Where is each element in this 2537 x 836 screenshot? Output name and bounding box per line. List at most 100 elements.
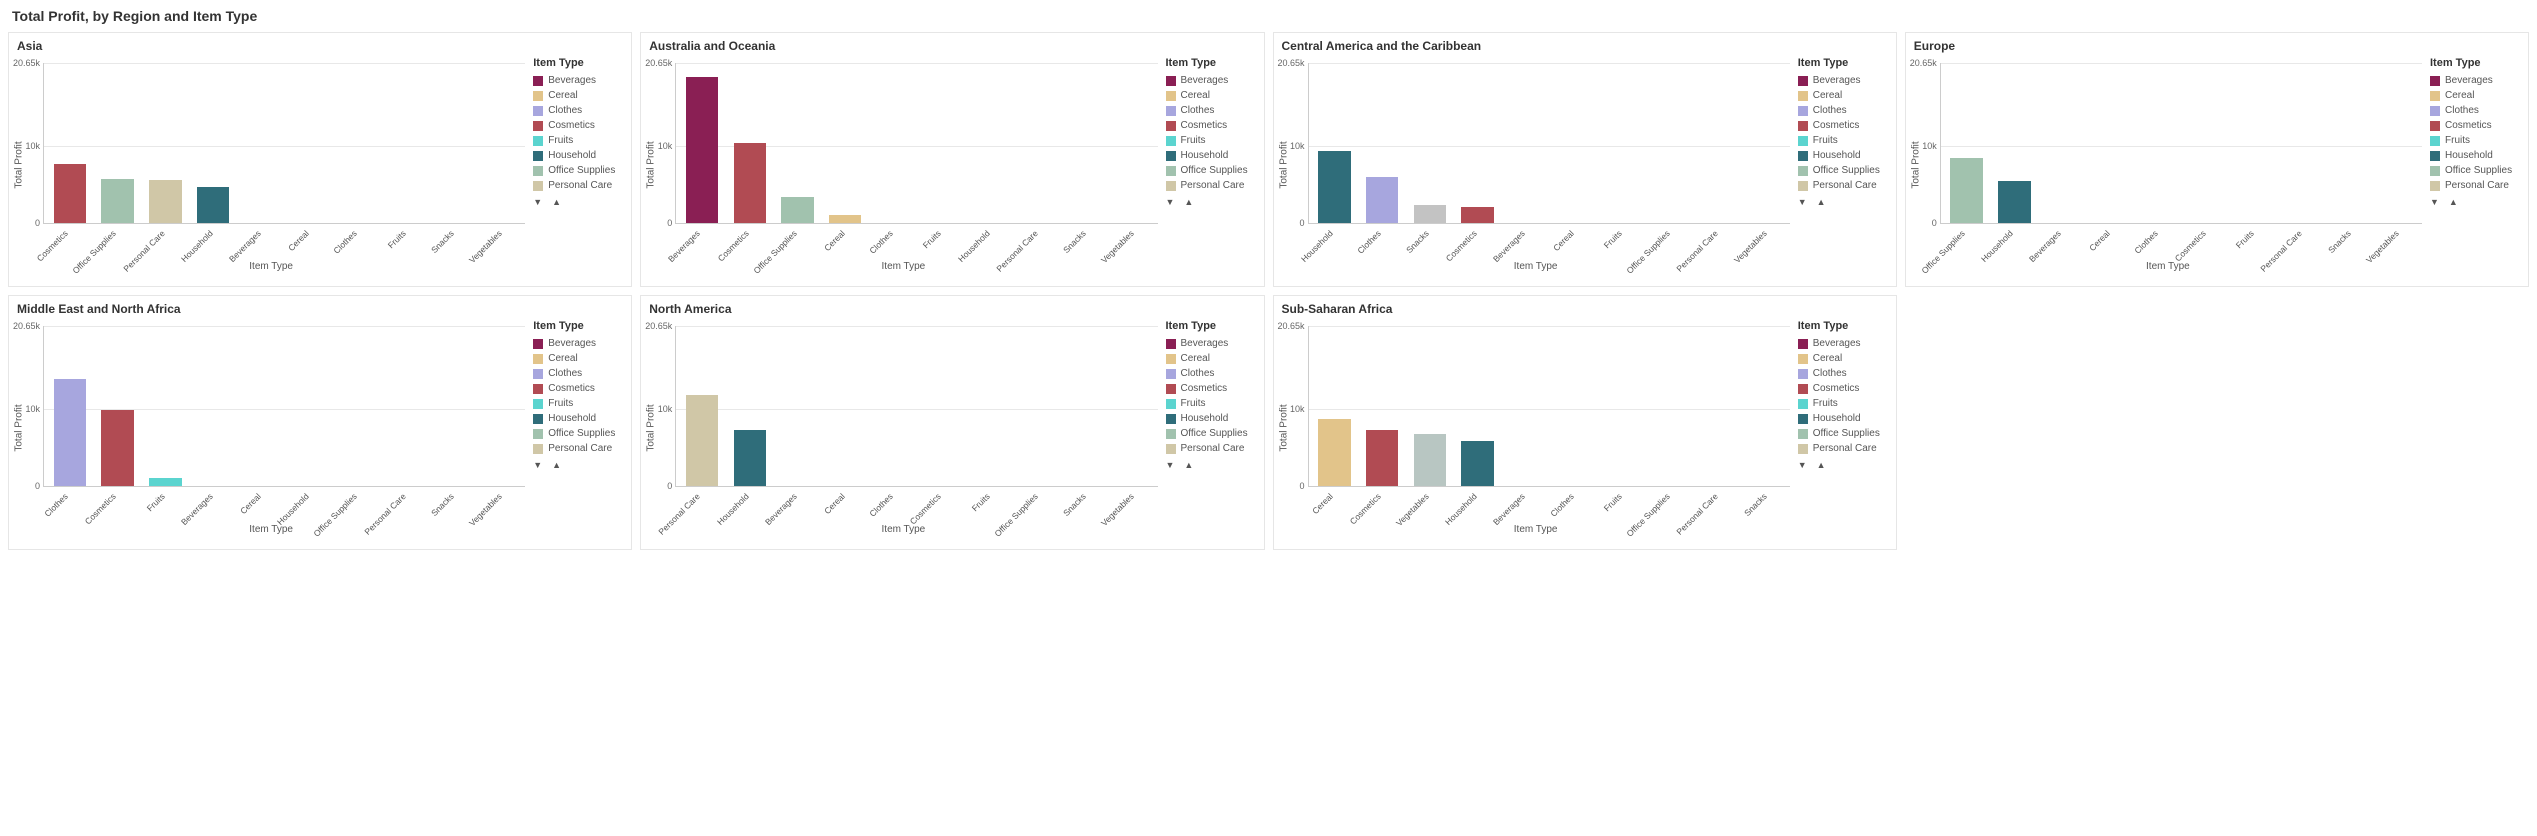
legend-item[interactable]: Cereal (2430, 90, 2520, 101)
legend-item[interactable]: Fruits (533, 135, 623, 146)
legend-item[interactable]: Cereal (1798, 353, 1888, 364)
bar-slot (2134, 63, 2182, 223)
bar-slot (917, 63, 965, 223)
x-axis-title: Item Type (2146, 261, 2190, 272)
legend-item[interactable]: Clothes (533, 105, 623, 116)
legend-swatch (2430, 151, 2440, 161)
legend-item[interactable]: Clothes (2430, 105, 2520, 116)
x-axis-title: Item Type (249, 524, 293, 535)
legend-item[interactable]: Office Supplies (533, 428, 623, 439)
legend-item[interactable]: Beverages (2430, 75, 2520, 86)
legend-item[interactable]: Cosmetics (2430, 120, 2520, 131)
chevron-up-icon[interactable]: ▲ (1817, 197, 1826, 207)
bar-slot (1645, 63, 1693, 223)
legend-item[interactable]: Fruits (1798, 398, 1888, 409)
legend-swatch (1798, 151, 1808, 161)
x-label-slot: Personal Care (381, 487, 429, 523)
legend-item[interactable]: Office Supplies (1166, 165, 1256, 176)
legend-item[interactable]: Beverages (533, 338, 623, 349)
chevron-down-icon[interactable]: ▼ (1166, 460, 1175, 470)
legend-item[interactable]: Personal Care (1166, 443, 1256, 454)
legend-swatch (2430, 106, 2440, 116)
legend-item[interactable]: Cereal (1166, 353, 1256, 364)
legend-item[interactable]: Personal Care (2430, 180, 2520, 191)
legend-item[interactable]: Office Supplies (1798, 428, 1888, 439)
legend-item[interactable]: Household (533, 413, 623, 424)
chevron-up-icon[interactable]: ▲ (552, 197, 561, 207)
legend-item[interactable]: Household (2430, 150, 2520, 161)
legend-label: Personal Care (548, 180, 612, 191)
legend-item[interactable]: Fruits (1798, 135, 1888, 146)
legend-item[interactable]: Beverages (1798, 338, 1888, 349)
legend-item[interactable]: Personal Care (533, 443, 623, 454)
legend-item[interactable]: Clothes (533, 368, 623, 379)
legend-item[interactable]: Office Supplies (2430, 165, 2520, 176)
legend-label: Office Supplies (548, 165, 615, 176)
chevron-up-icon[interactable]: ▲ (552, 460, 561, 470)
legend-item[interactable]: Household (1798, 150, 1888, 161)
legend-item[interactable]: Cereal (1798, 90, 1888, 101)
legend-item[interactable]: Personal Care (533, 180, 623, 191)
chevron-up-icon[interactable]: ▲ (2449, 197, 2458, 207)
legend-item[interactable]: Office Supplies (1798, 165, 1888, 176)
legend-swatch (533, 429, 543, 439)
chevron-down-icon[interactable]: ▼ (2430, 197, 2439, 207)
legend-item[interactable]: Beverages (1166, 338, 1256, 349)
legend-item[interactable]: Cereal (533, 353, 623, 364)
legend-item[interactable]: Cosmetics (1798, 383, 1888, 394)
legend-label: Household (548, 150, 596, 161)
chevron-up-icon[interactable]: ▲ (1184, 460, 1193, 470)
bar[interactable] (54, 379, 86, 486)
legend-item[interactable]: Office Supplies (1166, 428, 1256, 439)
legend-pager: ▼▲ (533, 460, 623, 470)
legend-item[interactable]: Cereal (533, 90, 623, 101)
legend-item[interactable]: Clothes (1166, 105, 1256, 116)
legend-item[interactable]: Office Supplies (533, 165, 623, 176)
y-axis-title: Total Profit (646, 404, 657, 451)
chevron-up-icon[interactable]: ▲ (1817, 460, 1826, 470)
legend-item[interactable]: Fruits (1166, 398, 1256, 409)
legend-label: Clothes (1813, 105, 1847, 116)
chevron-down-icon[interactable]: ▼ (533, 197, 542, 207)
legend-swatch (1798, 91, 1808, 101)
legend-item[interactable]: Cosmetics (1798, 120, 1888, 131)
legend-item[interactable]: Cosmetics (533, 383, 623, 394)
legend-swatch (1798, 339, 1808, 349)
legend-item[interactable]: Cosmetics (533, 120, 623, 131)
legend-item[interactable]: Fruits (533, 398, 623, 409)
chevron-down-icon[interactable]: ▼ (1798, 460, 1807, 470)
legend-pager: ▼▲ (2430, 197, 2520, 207)
legend-item[interactable]: Cosmetics (1166, 120, 1256, 131)
bar-slot (1358, 63, 1406, 223)
legend-item[interactable]: Fruits (1166, 135, 1256, 146)
legend-item[interactable]: Clothes (1166, 368, 1256, 379)
legend-item[interactable]: Personal Care (1166, 180, 1256, 191)
chevron-down-icon[interactable]: ▼ (1798, 197, 1807, 207)
plot-area: 010k20.65k (43, 326, 525, 487)
legend-swatch (1166, 76, 1176, 86)
bar-slot (46, 326, 94, 486)
legend-item[interactable]: Personal Care (1798, 443, 1888, 454)
chevron-down-icon[interactable]: ▼ (1166, 197, 1175, 207)
legend-item[interactable]: Household (533, 150, 623, 161)
legend-item[interactable]: Beverages (533, 75, 623, 86)
legend-item[interactable]: Clothes (1798, 105, 1888, 116)
legend-item[interactable]: Fruits (2430, 135, 2520, 146)
legend-item[interactable]: Cosmetics (1166, 383, 1256, 394)
x-label-slot: Cereal (820, 224, 868, 260)
legend-item[interactable]: Cereal (1166, 90, 1256, 101)
chevron-up-icon[interactable]: ▲ (1184, 197, 1193, 207)
legend-label: Personal Care (1181, 180, 1245, 191)
legend-item[interactable]: Household (1166, 150, 1256, 161)
legend-swatch (1798, 166, 1808, 176)
legend-item[interactable]: Clothes (1798, 368, 1888, 379)
legend-item[interactable]: Beverages (1798, 75, 1888, 86)
x-label-slot: Office Supplies (772, 224, 820, 260)
legend-item[interactable]: Household (1798, 413, 1888, 424)
legend-item[interactable]: Household (1166, 413, 1256, 424)
legend-item[interactable]: Personal Care (1798, 180, 1888, 191)
chevron-down-icon[interactable]: ▼ (533, 460, 542, 470)
legend-item[interactable]: Beverages (1166, 75, 1256, 86)
legend-swatch (1166, 384, 1176, 394)
bar[interactable] (686, 77, 718, 223)
